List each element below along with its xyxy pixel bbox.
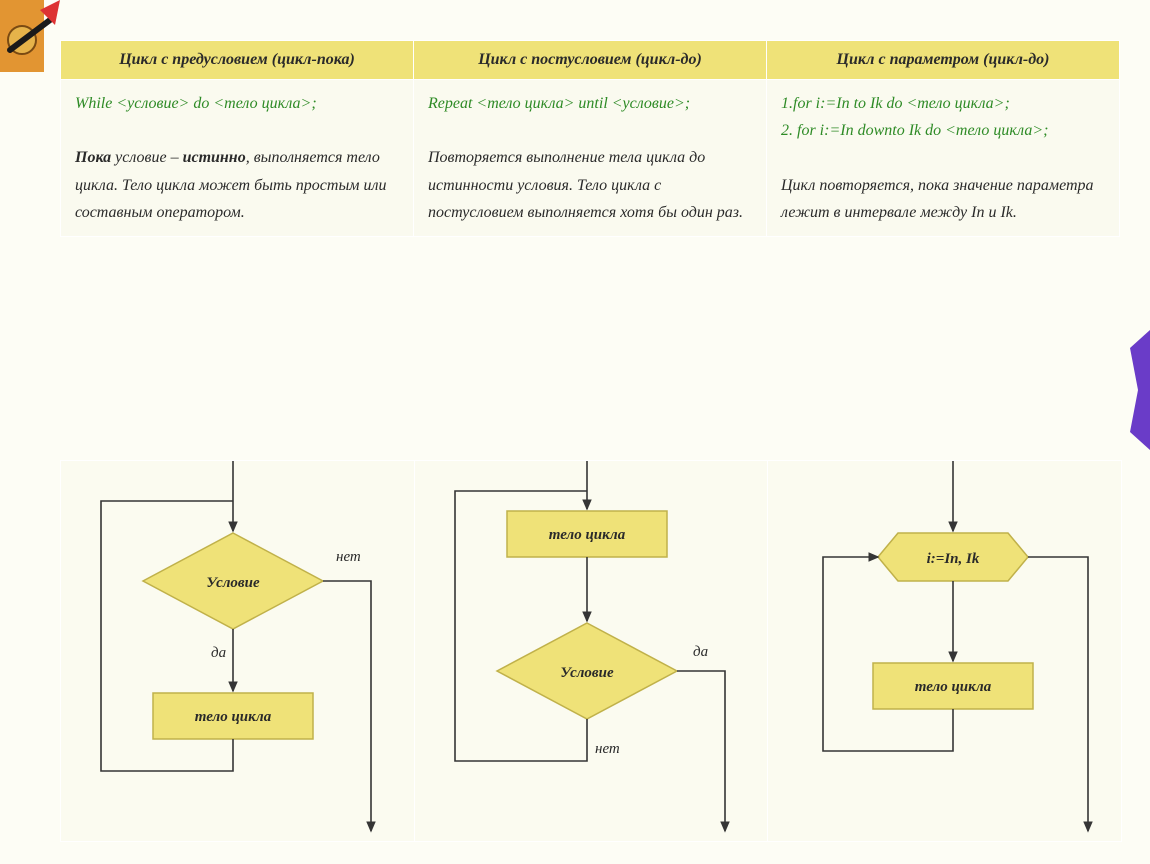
diagram-precondition: Условие да тело цикла нет [61, 461, 415, 841]
diagram-postcondition: тело цикла Условие да нет [415, 461, 769, 841]
init3: i:=In, Ik [927, 551, 980, 567]
decor-corner [0, 0, 80, 60]
diagram-parameter: i:=In, Ik тело цикла [768, 461, 1121, 841]
code-repeat: Repeat <тело цикла> until <условие>; [428, 95, 690, 112]
cond1: Условие [206, 575, 260, 591]
header-precondition: Цикл с предусловием (цикл-пока) [61, 41, 414, 80]
header-postcondition: Цикл с постусловием (цикл-до) [414, 41, 767, 80]
desc1c: истинно [183, 149, 246, 166]
yes1: да [211, 645, 226, 661]
diagrams-row: Условие да тело цикла нет тел [60, 460, 1122, 842]
decor-right [1130, 330, 1150, 450]
body1: тело цикла [195, 709, 272, 725]
header-parameter: Цикл с параметром (цикл-до) [767, 41, 1120, 80]
loop-types-table: Цикл с предусловием (цикл-пока) Цикл с п… [60, 40, 1120, 237]
yes2: да [693, 644, 708, 660]
cell-precondition: While <условие> do <тело цикла>; Пока ус… [61, 80, 414, 237]
code-while: While <условие> do <тело цикла>; [75, 95, 317, 112]
no2: нет [595, 741, 620, 757]
desc1b: условие – [111, 149, 182, 166]
desc2: Повторяется выполнение тела цикла до ист… [428, 149, 743, 220]
desc1a: Пока [75, 149, 111, 166]
flowchart-while: Условие да тело цикла нет [61, 461, 414, 841]
no1: нет [336, 549, 361, 565]
body2: тело цикла [548, 527, 625, 543]
code-for2: 2. for i:=In downto Ik do <тело цикла>; [781, 122, 1048, 139]
cond2: Условие [560, 665, 614, 681]
flowchart-for: i:=In, Ik тело цикла [768, 461, 1121, 841]
flowchart-repeat: тело цикла Условие да нет [415, 461, 768, 841]
cell-postcondition: Repeat <тело цикла> until <условие>; Пов… [414, 80, 767, 237]
desc3: Цикл повторяется, пока значение параметр… [781, 177, 1094, 221]
code-for1: 1.for i:=In to Ik do <тело цикла>; [781, 95, 1010, 112]
cell-parameter: 1.for i:=In to Ik do <тело цикла>; 2. fo… [767, 80, 1120, 237]
body3: тело цикла [915, 679, 992, 695]
